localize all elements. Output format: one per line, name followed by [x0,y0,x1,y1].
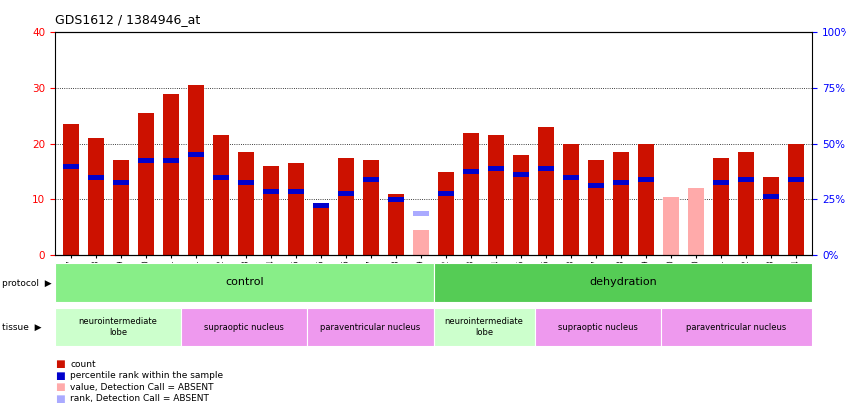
Bar [433,308,535,346]
Bar [238,180,255,185]
Bar [513,172,529,177]
Bar [788,177,804,183]
Text: protocol  ▶: protocol ▶ [2,279,52,288]
Text: paraventricular nucleus: paraventricular nucleus [686,322,787,332]
Bar [713,180,729,185]
Bar [738,152,754,255]
Text: ■: ■ [55,360,65,369]
Text: tissue  ▶: tissue ▶ [2,323,41,332]
Text: rank, Detection Call = ABSENT: rank, Detection Call = ABSENT [70,394,209,403]
Text: control: control [225,277,264,288]
Text: ■: ■ [55,382,65,392]
Text: neurointermediate
lobe: neurointermediate lobe [79,318,157,337]
Bar [113,160,129,255]
Text: ■: ■ [55,371,65,381]
Bar [563,144,580,255]
Bar [438,192,454,196]
Bar [513,155,529,255]
Bar [213,135,229,255]
Bar [563,175,580,180]
Bar [363,177,379,183]
Bar [638,144,654,255]
Bar [338,158,354,255]
Bar [163,94,179,255]
Text: dehydration: dehydration [589,277,656,288]
Bar [55,263,433,302]
Bar [638,177,654,183]
Bar [413,211,429,216]
Bar [763,194,779,199]
Bar [313,205,329,255]
Text: supraoptic nucleus: supraoptic nucleus [205,322,284,332]
Bar [463,169,479,174]
Bar [307,308,433,346]
Bar [388,197,404,202]
Bar [163,158,179,163]
Bar [738,177,754,183]
Bar [538,166,554,171]
Bar [138,113,154,255]
Bar [388,194,404,255]
Text: percentile rank within the sample: percentile rank within the sample [70,371,223,380]
Bar [188,85,204,255]
Text: count: count [70,360,96,369]
Bar [313,202,329,207]
Bar [438,172,454,255]
Bar [488,166,504,171]
Bar [613,152,629,255]
Bar [263,189,279,194]
Text: neurointermediate
lobe: neurointermediate lobe [445,318,524,337]
Bar [588,160,604,255]
Bar [63,164,80,168]
Text: supraoptic nucleus: supraoptic nucleus [558,322,638,332]
Bar [338,192,354,196]
Bar [688,188,704,255]
Bar [88,138,104,255]
Bar [55,308,181,346]
Bar [288,189,305,194]
Bar [463,133,479,255]
Bar [138,158,154,163]
Bar [433,263,812,302]
Bar [788,144,804,255]
Bar [181,308,307,346]
Bar [488,135,504,255]
Bar [263,166,279,255]
Bar [588,183,604,188]
Bar [663,197,679,255]
Bar [535,308,661,346]
Bar [238,152,255,255]
Bar [613,180,629,185]
Bar [188,152,204,158]
Bar [363,160,379,255]
Bar [63,124,80,255]
Bar [88,175,104,180]
Bar [413,230,429,255]
Bar [538,127,554,255]
Bar [213,175,229,180]
Bar [113,180,129,185]
Bar [288,163,305,255]
Text: paraventricular nucleus: paraventricular nucleus [321,322,420,332]
Bar [763,177,779,255]
Bar [661,308,812,346]
Bar [713,158,729,255]
Text: value, Detection Call = ABSENT: value, Detection Call = ABSENT [70,383,214,392]
Text: ■: ■ [55,394,65,403]
Text: GDS1612 / 1384946_at: GDS1612 / 1384946_at [55,13,201,26]
